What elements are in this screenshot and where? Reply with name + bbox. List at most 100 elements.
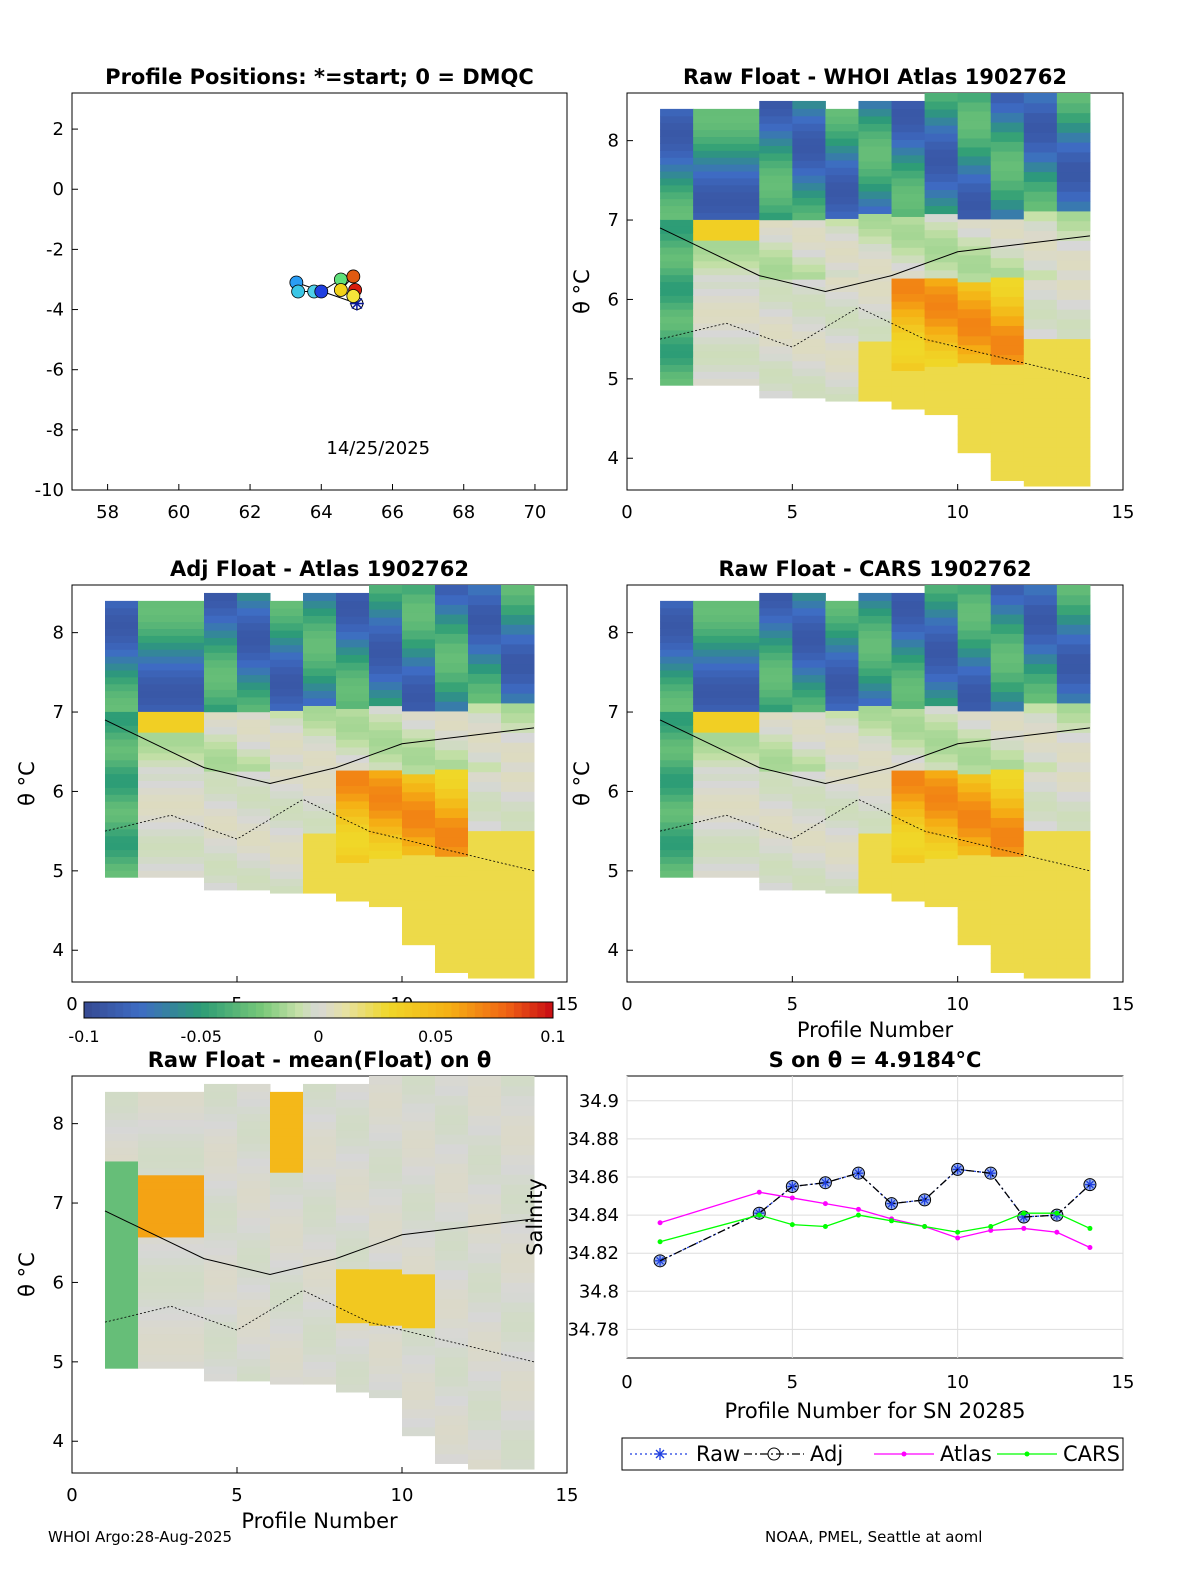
heatmap-cell xyxy=(336,708,370,717)
heatmap-cell xyxy=(1056,181,1091,192)
heatmap-cell xyxy=(204,630,238,638)
heatmap-cell xyxy=(693,184,760,193)
heatmap-cell xyxy=(792,704,826,713)
heatmap-cell xyxy=(660,704,694,712)
heatmap-cell xyxy=(105,1326,139,1335)
heatmap-cell xyxy=(336,1137,370,1147)
heatmap-cell xyxy=(660,164,694,172)
heatmap-cell xyxy=(237,800,271,809)
heatmap-cell xyxy=(825,160,859,168)
heatmap-cell xyxy=(303,1098,337,1107)
heatmap-cell xyxy=(369,1140,403,1149)
heatmap-cell xyxy=(369,1301,403,1310)
heatmap-cell xyxy=(336,1353,370,1362)
heatmap-cell xyxy=(858,213,893,222)
colorbar-segment xyxy=(373,1002,382,1018)
heatmap-cell xyxy=(924,269,959,279)
heatmap-cell xyxy=(501,1321,535,1332)
heatmap-cell xyxy=(891,616,926,625)
heatmap-cell xyxy=(1023,810,1058,822)
heatmap-cell xyxy=(105,732,139,740)
heatmap-cell xyxy=(759,793,793,802)
map-ytick-label: -4 xyxy=(46,300,64,321)
heatmap-cell xyxy=(138,1160,205,1169)
heatmap-cell xyxy=(336,662,370,671)
heatmap-cell xyxy=(402,1273,436,1284)
heatmap-cell xyxy=(138,1278,205,1286)
heatmap-cell xyxy=(270,878,304,887)
heatmap-xtick-label: 0 xyxy=(66,1485,77,1506)
heatmap-cell xyxy=(501,1341,535,1352)
heatmap-cell xyxy=(138,628,205,636)
heatmap-cell xyxy=(402,728,436,739)
colorbar-segment xyxy=(349,1002,359,1018)
heatmap-cell xyxy=(204,711,238,720)
heatmap-cell xyxy=(138,635,205,643)
heatmap-cell xyxy=(825,703,859,711)
adj-point xyxy=(951,1162,965,1176)
heatmap-cell xyxy=(402,818,436,829)
heatmap-cell xyxy=(402,1255,436,1266)
heatmap-cell xyxy=(792,197,826,206)
heatmap-cell xyxy=(924,374,959,383)
heatmap-cell xyxy=(336,1330,370,1339)
heatmap-cell xyxy=(468,1085,502,1097)
heatmap-cell xyxy=(759,704,793,713)
heatmap-cell xyxy=(990,335,1025,346)
heatmap-cell xyxy=(924,753,959,763)
heatmap-cell xyxy=(924,398,959,408)
heatmap-cell xyxy=(468,1203,502,1215)
heatmap-cell xyxy=(204,696,238,705)
heatmap-cell xyxy=(270,1150,304,1159)
heatmap-cell xyxy=(825,254,859,263)
heatmap-cell xyxy=(237,1202,271,1211)
heatmap-cell xyxy=(336,669,370,679)
heatmap-xtick-label: 0 xyxy=(66,994,77,1015)
heatmap-cell xyxy=(924,205,959,215)
heatmap-cell xyxy=(792,689,826,698)
star-stroke xyxy=(351,297,363,310)
heatmap-cell xyxy=(924,350,959,359)
heatmap-cell xyxy=(270,1362,304,1370)
heatmap-cell xyxy=(957,299,992,310)
heatmap-cell xyxy=(237,1187,271,1196)
heatmap-cell xyxy=(660,649,694,657)
heatmap-cell xyxy=(138,773,205,781)
heatmap-cell xyxy=(693,247,760,255)
heatmap-cell xyxy=(693,164,760,172)
heatmap-cell xyxy=(138,835,205,844)
heatmap-cell xyxy=(891,324,926,333)
heatmap-cell xyxy=(435,1308,469,1319)
heatmap-cell xyxy=(105,821,139,830)
colorbar-tick-label: -0.05 xyxy=(181,1027,222,1046)
heatmap-cell xyxy=(891,193,926,202)
heatmap-cell xyxy=(957,585,992,595)
heatmap-cell xyxy=(825,732,859,741)
heatmap-cell xyxy=(105,1216,139,1224)
colorbar-segment xyxy=(91,1002,101,1018)
heatmap-cell xyxy=(303,705,337,714)
heatmap-cell xyxy=(468,742,502,753)
heatmap-cell xyxy=(270,688,304,697)
heatmap-cell xyxy=(957,137,992,148)
heatmap-cell xyxy=(402,1309,436,1320)
heatmap-cell xyxy=(204,1269,238,1278)
heatmap-cell xyxy=(369,1212,403,1222)
heatmap-cell xyxy=(204,1091,238,1100)
heatmap-cell xyxy=(660,635,694,643)
heatmap-cell xyxy=(1056,161,1091,173)
heatmap-cell xyxy=(990,112,1025,123)
heatmap-cell xyxy=(204,793,238,802)
heatmap-cell xyxy=(501,1410,535,1421)
heatmap-cell xyxy=(693,267,760,276)
heatmap-cell xyxy=(303,765,337,774)
heatmap-cell xyxy=(501,1164,535,1175)
heatmap-cell xyxy=(858,356,893,365)
heatmap-cell xyxy=(501,1233,535,1244)
heatmap-cell xyxy=(369,721,403,731)
heatmap-cell xyxy=(435,623,469,634)
heatmap-cell xyxy=(468,702,502,714)
heatmap-cell xyxy=(1023,466,1058,477)
heatmap-cell xyxy=(660,226,694,234)
heatmap-cell xyxy=(759,249,793,258)
